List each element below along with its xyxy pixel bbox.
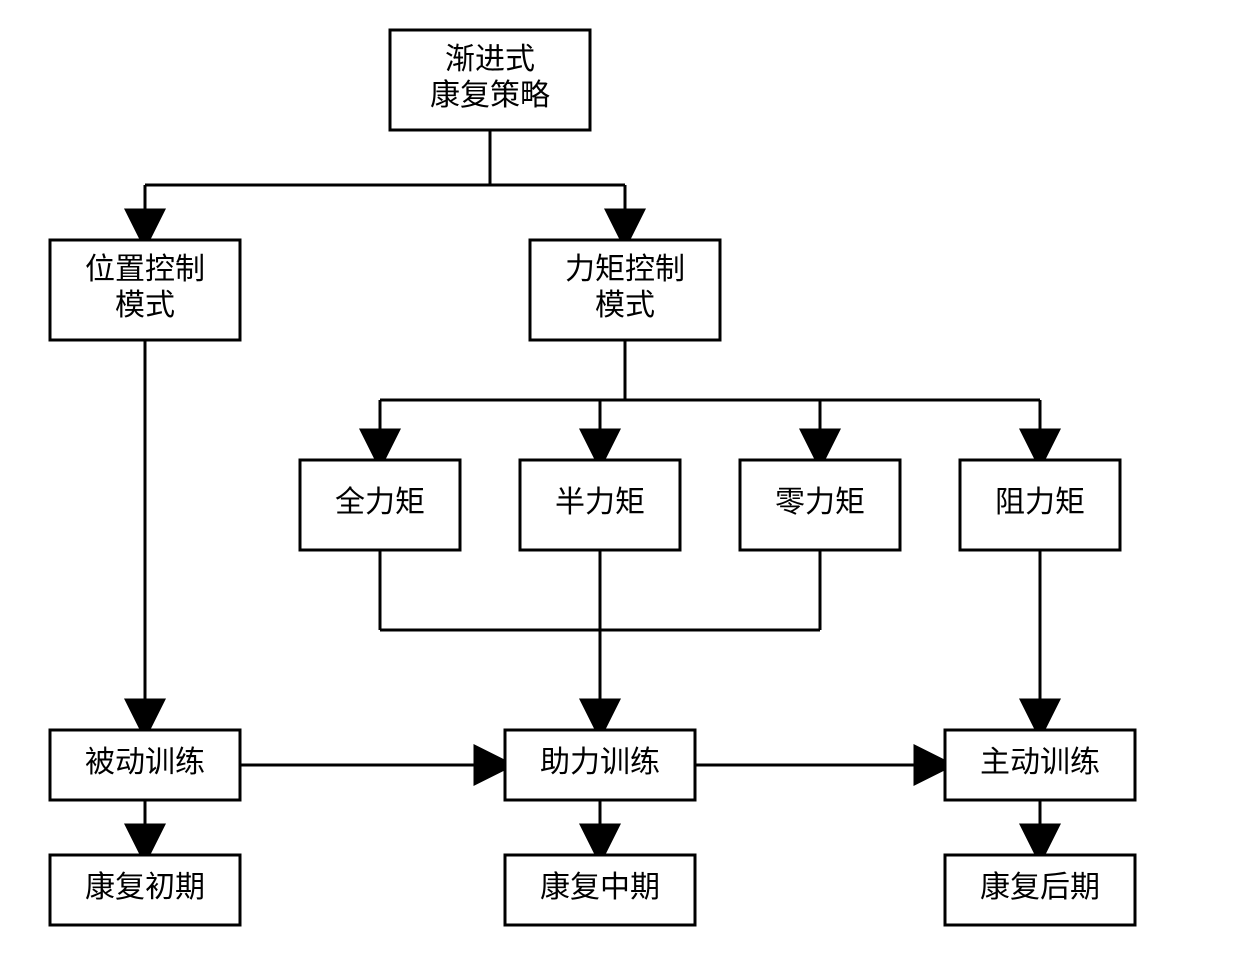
node-torque_mode: 力矩控制模式	[530, 240, 720, 340]
node-full_t: 全力矩	[300, 460, 460, 550]
node-pos_mode: 位置控制模式	[50, 240, 240, 340]
node-label-mid-line0: 康复中期	[540, 871, 660, 904]
node-early: 康复初期	[50, 855, 240, 925]
node-label-assist-line0: 助力训练	[540, 746, 660, 779]
node-zero_t: 零力矩	[740, 460, 900, 550]
node-label-pos_mode-line1: 模式	[115, 289, 175, 322]
node-label-root-line1: 康复策略	[430, 79, 550, 112]
node-assist: 助力训练	[505, 730, 695, 800]
node-label-early-line0: 康复初期	[85, 871, 205, 904]
node-half_t: 半力矩	[520, 460, 680, 550]
node-passive: 被动训练	[50, 730, 240, 800]
node-label-zero_t-line0: 零力矩	[775, 486, 865, 519]
node-active: 主动训练	[945, 730, 1135, 800]
node-late: 康复后期	[945, 855, 1135, 925]
node-label-pos_mode-line0: 位置控制	[85, 253, 205, 286]
nodes-layer: 渐进式康复策略位置控制模式力矩控制模式全力矩半力矩零力矩阻力矩被动训练助力训练主…	[50, 30, 1135, 925]
node-mid: 康复中期	[505, 855, 695, 925]
node-label-full_t-line0: 全力矩	[335, 486, 425, 519]
node-label-half_t-line0: 半力矩	[555, 486, 645, 519]
node-label-res_t-line0: 阻力矩	[995, 486, 1085, 519]
node-label-torque_mode-line0: 力矩控制	[565, 253, 685, 286]
node-label-passive-line0: 被动训练	[85, 746, 205, 779]
node-res_t: 阻力矩	[960, 460, 1120, 550]
node-label-torque_mode-line1: 模式	[595, 289, 655, 322]
node-label-root-line0: 渐进式	[445, 43, 535, 76]
node-label-late-line0: 康复后期	[980, 871, 1100, 904]
node-label-active-line0: 主动训练	[980, 746, 1100, 779]
node-root: 渐进式康复策略	[390, 30, 590, 130]
diagram-canvas: 渐进式康复策略位置控制模式力矩控制模式全力矩半力矩零力矩阻力矩被动训练助力训练主…	[0, 0, 1240, 960]
